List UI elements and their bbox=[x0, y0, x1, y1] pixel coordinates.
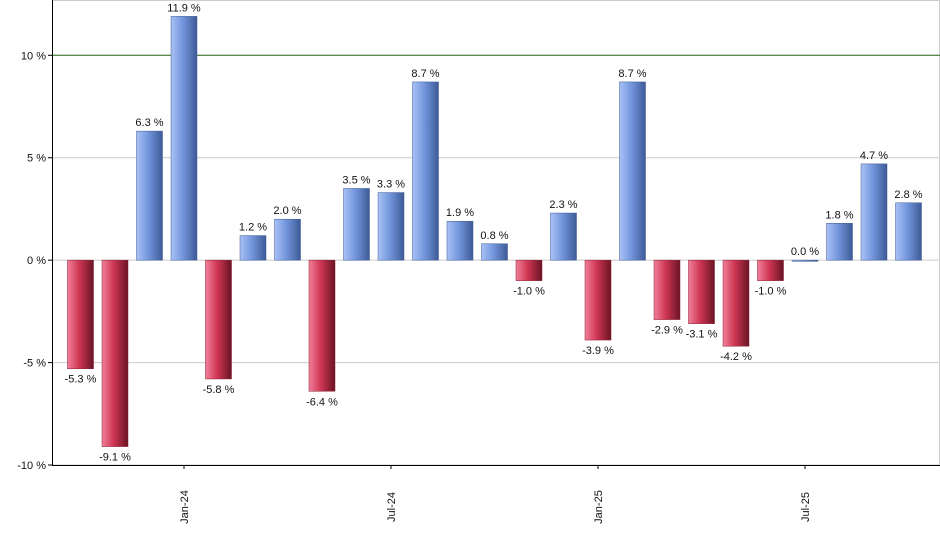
x-tick-label: Jul-24 bbox=[386, 492, 398, 522]
axis-layer: -10 % -5 % 0 % 5 % 10 % Jan-24 Jul-24 Jan-25 Jul… bbox=[17, 0, 940, 524]
data-label: -6.4 % bbox=[306, 396, 338, 408]
bar bbox=[343, 188, 370, 261]
data-label: 1.9 % bbox=[446, 207, 474, 219]
data-label: 2.8 % bbox=[894, 189, 922, 201]
bar bbox=[860, 163, 888, 261]
bar bbox=[619, 81, 646, 261]
data-label: -1.0 % bbox=[513, 286, 545, 298]
bar bbox=[584, 259, 612, 341]
data-label: 2.3 % bbox=[549, 199, 577, 211]
data-label: 3.5 % bbox=[342, 174, 370, 186]
data-label: 3.3 % bbox=[377, 179, 405, 191]
data-label: 6.3 % bbox=[135, 117, 163, 129]
data-label: 11.9 % bbox=[167, 2, 201, 14]
bar bbox=[412, 81, 439, 261]
bar bbox=[757, 259, 784, 281]
bar bbox=[653, 259, 681, 320]
y-tick-label: 0 % bbox=[27, 255, 46, 267]
bar bbox=[239, 235, 267, 261]
x-tick-label: Jul-25 bbox=[800, 492, 812, 522]
bar bbox=[67, 259, 94, 369]
data-label: 1.2 % bbox=[239, 222, 267, 234]
data-label: 8.7 % bbox=[618, 68, 646, 80]
bar bbox=[101, 259, 129, 447]
data-label: -5.8 % bbox=[203, 384, 235, 396]
data-label: -5.3 % bbox=[65, 374, 97, 386]
data-label: 2.0 % bbox=[273, 205, 301, 217]
data-label: 1.8 % bbox=[825, 209, 853, 221]
y-tick-label: -5 % bbox=[23, 358, 46, 370]
bar bbox=[722, 259, 750, 347]
bar bbox=[826, 223, 853, 261]
bar bbox=[446, 220, 474, 261]
data-label: 8.7 % bbox=[411, 68, 439, 80]
bar bbox=[274, 218, 301, 261]
x-tick-label: Jan-24 bbox=[179, 490, 191, 524]
bar bbox=[205, 259, 232, 380]
data-label: 0.0 % bbox=[791, 246, 819, 258]
data-label: -2.9 % bbox=[651, 325, 683, 337]
data-label: -1.0 % bbox=[755, 286, 787, 298]
data-label-layer: -5.3 % -9.1 % 6.3 % 11.9 % -5.8 % 1.2 % 2.0 % -… bbox=[65, 2, 923, 463]
x-tick-label: Jan-25 bbox=[593, 490, 605, 524]
y-tick-label: 10 % bbox=[21, 50, 46, 62]
bar bbox=[791, 259, 819, 262]
bar bbox=[308, 259, 336, 392]
y-tick-label: 5 % bbox=[27, 153, 46, 165]
y-tick-label: -10 % bbox=[17, 460, 46, 472]
bar bbox=[895, 202, 922, 261]
bar bbox=[515, 259, 543, 281]
bar bbox=[136, 130, 163, 261]
data-label: -3.9 % bbox=[582, 345, 614, 357]
data-label: -9.1 % bbox=[99, 452, 131, 464]
bar bbox=[550, 212, 577, 261]
data-label: 4.7 % bbox=[860, 150, 888, 162]
bar bbox=[481, 243, 508, 261]
bar bbox=[688, 259, 715, 324]
data-label: -3.1 % bbox=[686, 329, 718, 341]
bar bbox=[377, 192, 405, 261]
bar-layer bbox=[67, 16, 922, 447]
bar bbox=[170, 16, 198, 261]
data-label: -4.2 % bbox=[720, 351, 752, 363]
data-label: 0.8 % bbox=[480, 230, 508, 242]
